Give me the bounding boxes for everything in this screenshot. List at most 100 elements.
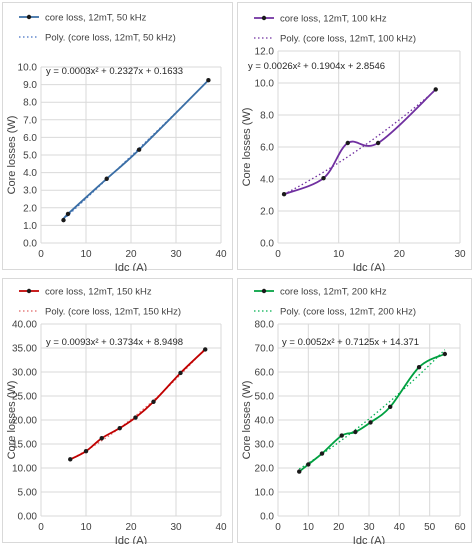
- chart-svg: 0.00 5.00 10.00 15.00 20.00 25.00 30.00 35.00 40…: [6, 287, 227, 545]
- x-axis-title: Idc (A): [115, 262, 147, 271]
- y-tick-label: 40.00: [12, 320, 37, 331]
- chart-panel-150khz: 0.00 5.00 10.00 15.00 20.00 25.00 30.00 35.00 40…: [2, 278, 233, 545]
- trendline-poly: [283, 89, 437, 195]
- x-tick-label: 10: [333, 249, 345, 260]
- y-axis-title: Core losses (W): [6, 381, 18, 460]
- y-tick-label: 80.0: [255, 320, 275, 331]
- legend-label-data: core loss, 12mT, 100 kHz: [280, 14, 387, 25]
- x-tick-label: 40: [394, 522, 406, 533]
- x-tick-label: 10: [80, 522, 92, 533]
- legend-label-poly: Poly. (core loss, 12mT, 50 kHz): [45, 33, 176, 44]
- data-point: [151, 399, 156, 404]
- y-tick-label: 0.00: [18, 512, 38, 523]
- y-tick-label: 40.0: [255, 416, 275, 427]
- trendline-equation: y = 0.0003x² + 0.2327x + 0.1633: [46, 66, 183, 77]
- x-tick-label: 30: [363, 522, 375, 533]
- legend-label-poly: Poly. (core loss, 12mT, 150 kHz): [45, 307, 181, 318]
- y-tick-label: 35.00: [12, 344, 37, 355]
- y-tick-label: 5.0: [23, 151, 37, 162]
- y-tick-label: 30.0: [255, 440, 275, 451]
- y-tick-label: 4.0: [260, 175, 274, 186]
- chart-panel-50khz: 0.0 1.0 2.0 3.0 4.0 5.0 6.0 7.0 8.0 9.0 10.0 0 10 20 3…: [2, 2, 233, 272]
- x-tick-label: 20: [333, 522, 345, 533]
- y-tick-label: 1.0: [23, 221, 37, 232]
- data-point: [442, 351, 448, 357]
- chart-svg: 0.0 2.0 4.0 6.0 8.0 10.0 12.0 0 10 20 30 Idc (A) Cor…: [241, 14, 466, 272]
- chart-svg: 0.0 10.0 20.0 30.0 40.0 50.0 60.0 70.0 80.0 0 10 20…: [241, 287, 466, 545]
- trendline-equation: y = 0.0093x² + 0.3734x + 8.9498: [46, 337, 183, 348]
- data-point: [433, 87, 438, 92]
- data-point: [206, 78, 211, 83]
- data-point: [65, 211, 71, 217]
- series-line: [69, 348, 206, 461]
- legend-label-data: core loss, 12mT, 200 kHz: [280, 287, 387, 298]
- x-tick-label: 20: [125, 522, 137, 533]
- x-tick-label: 30: [454, 249, 466, 260]
- y-tick-label: 60.0: [255, 368, 275, 379]
- x-tick-label: 20: [394, 249, 406, 260]
- y-tick-label: 5.00: [18, 488, 38, 499]
- legend-marker: [26, 14, 32, 20]
- data-point: [99, 436, 104, 441]
- y-axis-title: Core losses (W): [241, 108, 253, 187]
- y-tick-label: 3.0: [23, 186, 37, 197]
- y-tick-label: 10.0: [255, 79, 275, 90]
- y-tick-label: 8.0: [260, 111, 274, 122]
- x-tick-label: 30: [170, 522, 182, 533]
- series-line: [62, 79, 210, 221]
- chart-svg: 0.0 1.0 2.0 3.0 4.0 5.0 6.0 7.0 8.0 9.0 10.0 0 10 20 3…: [6, 13, 227, 272]
- legend-marker: [26, 288, 32, 294]
- legend-label-data: core loss, 12mT, 50 kHz: [45, 13, 147, 24]
- x-axis-title: Idc (A): [353, 535, 385, 544]
- x-tick-label: 0: [275, 522, 281, 533]
- x-tick-label: 10: [80, 249, 92, 260]
- x-tick-label: 0: [275, 249, 281, 260]
- trendline-equation: y = 0.0052x² + 0.7125x + 14.371: [282, 337, 419, 348]
- y-tick-label: 6.0: [23, 133, 37, 144]
- data-point: [203, 347, 208, 352]
- data-point: [297, 469, 302, 474]
- data-point: [319, 451, 325, 456]
- x-tick-label: 0: [38, 522, 44, 533]
- y-axis-title: Core losses (W): [6, 116, 18, 195]
- y-tick-label: 20.0: [255, 464, 275, 475]
- y-tick-label: 12.0: [255, 47, 275, 58]
- y-tick-label: 10.0: [18, 63, 38, 74]
- data-point: [136, 147, 142, 152]
- chart-panel-200khz: 0.0 10.0 20.0 30.0 40.0 50.0 60.0 70.0 80.0 0 10 20…: [237, 278, 472, 545]
- data-point: [345, 140, 350, 146]
- data-point: [68, 457, 73, 462]
- data-point: [281, 192, 287, 197]
- y-tick-label: 6.0: [260, 143, 274, 154]
- y-tick-label: 7.0: [23, 115, 37, 126]
- x-tick-label: 10: [303, 522, 315, 533]
- legend-label-poly: Poly. (core loss, 12mT, 200 kHz): [280, 307, 416, 318]
- y-tick-label: 0.0: [23, 239, 37, 250]
- x-tick-label: 0: [38, 249, 44, 260]
- data-point: [388, 404, 393, 409]
- legend-label-data: core loss, 12mT, 150 kHz: [45, 287, 152, 298]
- data-point: [353, 429, 358, 435]
- y-tick-label: 15.00: [12, 440, 37, 451]
- data-point: [368, 420, 373, 425]
- data-point: [339, 433, 344, 438]
- data-point: [306, 462, 311, 467]
- x-tick-label: 30: [170, 249, 182, 260]
- y-tick-label: 2.0: [23, 203, 37, 214]
- data-point: [416, 365, 422, 370]
- y-tick-label: 10.0: [255, 488, 275, 499]
- x-tick-label: 50: [424, 522, 436, 533]
- data-point: [104, 176, 109, 181]
- y-tick-label: 4.0: [23, 168, 37, 179]
- y-tick-label: 30.00: [12, 368, 37, 379]
- trendline-equation: y = 0.0026x² + 0.1904x + 2.8546: [248, 61, 385, 72]
- x-axis-title: Idc (A): [115, 535, 147, 544]
- x-tick-label: 40: [215, 522, 227, 533]
- data-point: [375, 140, 381, 146]
- y-tick-label: 8.0: [23, 98, 37, 109]
- legend-marker: [261, 15, 267, 21]
- y-tick-label: 50.0: [255, 392, 275, 403]
- x-tick-label: 60: [454, 522, 466, 533]
- y-tick-label: 25.00: [12, 392, 37, 403]
- y-tick-label: 2.0: [260, 207, 274, 218]
